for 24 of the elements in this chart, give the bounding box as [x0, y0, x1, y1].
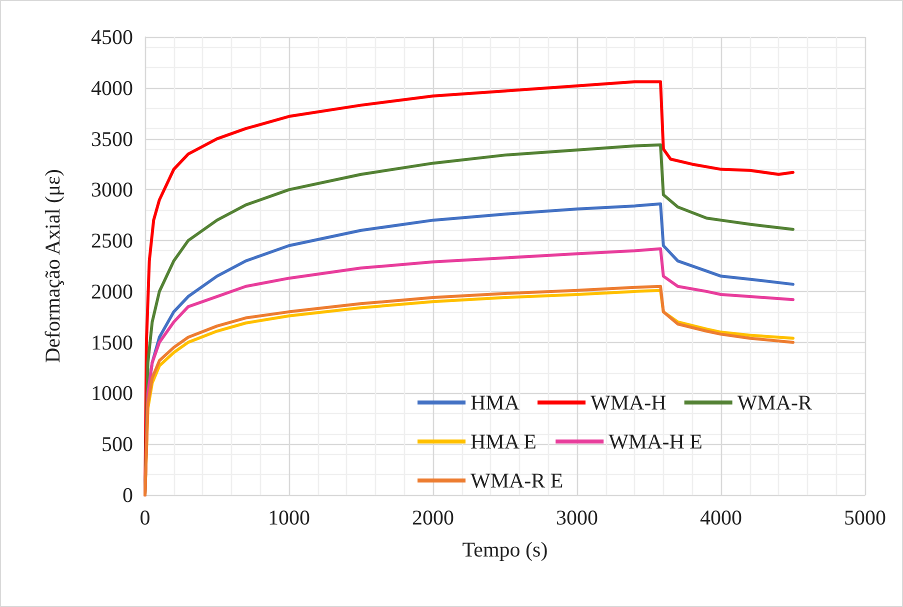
y-tick-label: 500 — [102, 432, 133, 456]
x-tick-label: 4000 — [700, 506, 742, 530]
legend-label: WMA-H — [590, 390, 666, 414]
legend-label: WMA-R — [737, 390, 812, 414]
x-tick-label: 3000 — [556, 506, 598, 530]
legend-label: HMA E — [470, 430, 536, 454]
y-tick-label: 1000 — [91, 381, 133, 406]
y-tick-label: 4000 — [91, 76, 133, 100]
x-tick-label: 5000 — [844, 506, 886, 530]
legend-label: WMA-R E — [470, 468, 564, 492]
y-axis-title: Deformação Axial (με) — [40, 169, 64, 363]
x-axis-title: Tempo (s) — [462, 538, 548, 562]
legend-label: HMA — [470, 390, 520, 414]
x-tick-label: 2000 — [412, 506, 454, 530]
y-tick-label: 2500 — [91, 228, 133, 253]
y-tick-label: 3000 — [91, 178, 133, 202]
y-tick-label: 1500 — [91, 330, 133, 354]
x-tick-label: 1000 — [268, 506, 310, 530]
x-tick-label: 0 — [140, 506, 150, 530]
y-tick-label: 3500 — [91, 126, 133, 151]
y-tick-label: 2000 — [91, 279, 133, 304]
y-tick-label: 4500 — [91, 25, 133, 49]
y-tick-label: 0 — [122, 483, 133, 507]
legend-label: WMA-H E — [608, 430, 703, 454]
